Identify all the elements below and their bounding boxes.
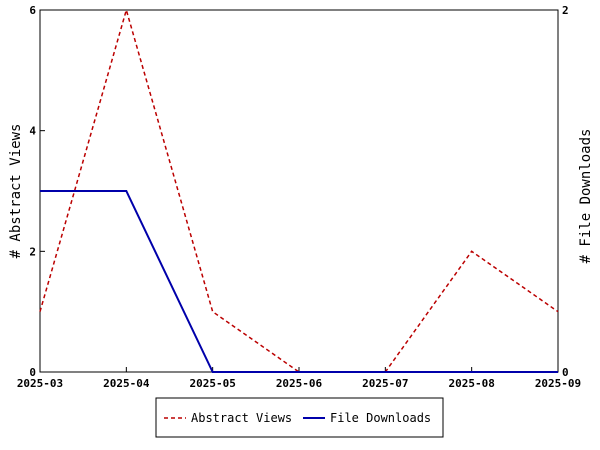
y2-tick-label: 2 [562,4,569,17]
x-tick-label: 2025-07 [362,377,408,390]
series-line-file-downloads [40,190,558,373]
x-tick-label: 2025-04 [103,377,150,390]
x-tick-label: 2025-09 [535,377,581,390]
series-layer [39,7,559,373]
legend-box [155,397,444,438]
x-axis: 2025-03 2025-04 2025-05 2025-06 2025-07 2025-… [17,367,581,390]
x-tick-label: 2025-05 [189,377,235,390]
legend-label-file-downloads: File Downloads [330,411,431,425]
right-axis-title: # File Downloads [578,129,594,264]
legend: Abstract Views File Downloads [155,397,444,438]
x-tick-label: 2025-06 [276,377,323,390]
y-tick-label: 2 [29,245,36,258]
left-axis-title: # Abstract Views [8,124,24,259]
x-tick-label: 2025-08 [448,377,494,390]
x-tick-label: 2025-03 [17,377,63,390]
y2-tick-label: 0 [562,366,569,379]
y-tick-label: 4 [29,125,36,138]
y-tick-label: 0 [29,366,36,379]
left-y-axis: 0 2 4 6 [29,4,45,379]
legend-label-abstract-views: Abstract Views [191,411,292,425]
y-tick-label: 6 [29,4,36,17]
series-line-abstract-views [39,7,559,373]
